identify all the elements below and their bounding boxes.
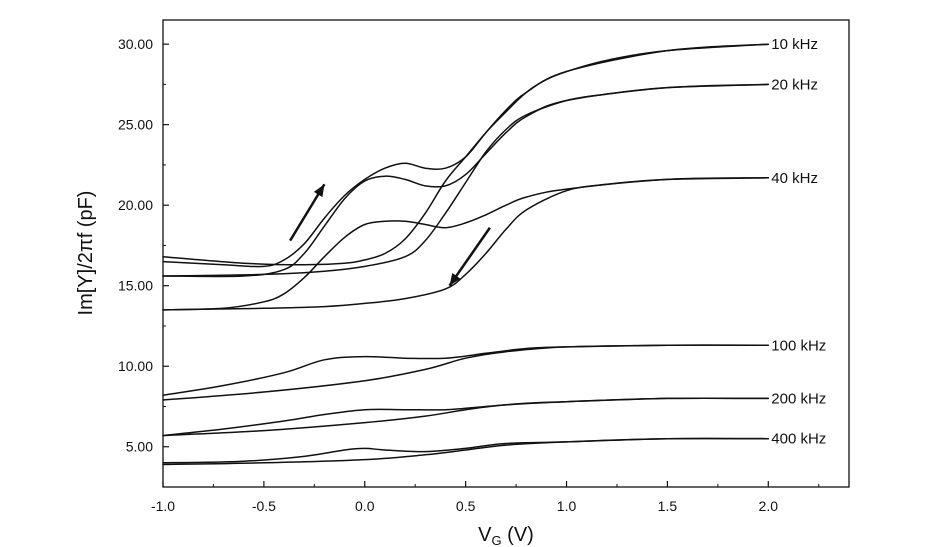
y-tick-label: 5.00: [126, 439, 153, 455]
series-line-200-khz-down: [162, 397, 770, 437]
y-tick-label: 30.00: [118, 36, 153, 52]
y-tick-label: 10.00: [118, 358, 153, 374]
series-line-100-khz-up: [162, 344, 770, 401]
series-line-100-khz-down: [162, 344, 770, 396]
series-label: 200 kHz: [771, 390, 826, 407]
arrow-head-icon: [313, 184, 325, 198]
series-label: 20 kHz: [771, 76, 818, 93]
x-tick-label: 0.0: [355, 498, 375, 514]
y-tick-label: 25.00: [118, 117, 153, 133]
series-line-40-khz-up: [162, 177, 770, 311]
y-tick-label: 20.00: [118, 197, 153, 213]
series-label: 100 kHz: [771, 337, 826, 354]
x-axis-title-unit: (V): [502, 524, 534, 546]
x-tick-label: 1.0: [557, 498, 577, 514]
x-axis-title: VG (V): [478, 524, 534, 547]
x-axis-title-subscript: G: [492, 533, 502, 547]
sweep-arrows: [289, 183, 491, 287]
plot-frame: [162, 19, 850, 488]
series-line-20-khz-down: [162, 83, 770, 278]
y-axis-title: Im[Y]/2πf (pF): [75, 191, 97, 316]
x-tick-label: 1.5: [658, 498, 678, 514]
x-axis-title-main: V: [478, 524, 492, 546]
series-label: 400 kHz: [771, 431, 826, 448]
series-line-20-khz-up: [162, 83, 770, 277]
y-tick-label: 15.00: [118, 278, 153, 294]
series-line-10-khz-down: [162, 43, 770, 268]
series-lines: [162, 43, 770, 466]
series-line-400-khz-down: [162, 437, 770, 464]
x-tick-label: -0.5: [252, 498, 276, 514]
arrow-head-icon: [449, 273, 461, 286]
series-line-200-khz-up: [162, 397, 770, 437]
series-label: 40 kHz: [771, 170, 818, 187]
series-line-40-khz-down: [162, 177, 770, 311]
series-line-10-khz-up: [162, 43, 770, 266]
axis-ticks: -1.0 -0.5 0.0 0.5 1.0 1.5 2.0 5.00 10.00 15.00 20.…: [118, 36, 820, 514]
x-tick-label: -1.0: [151, 498, 175, 514]
x-tick-label: 2.0: [759, 498, 779, 514]
series-label: 10 kHz: [771, 36, 818, 53]
series-labels: 10 kHz 20 kHz 40 kHz 100 kHz 200 kHz 400 kHz: [771, 36, 826, 448]
x-tick-label: 0.5: [456, 498, 476, 514]
